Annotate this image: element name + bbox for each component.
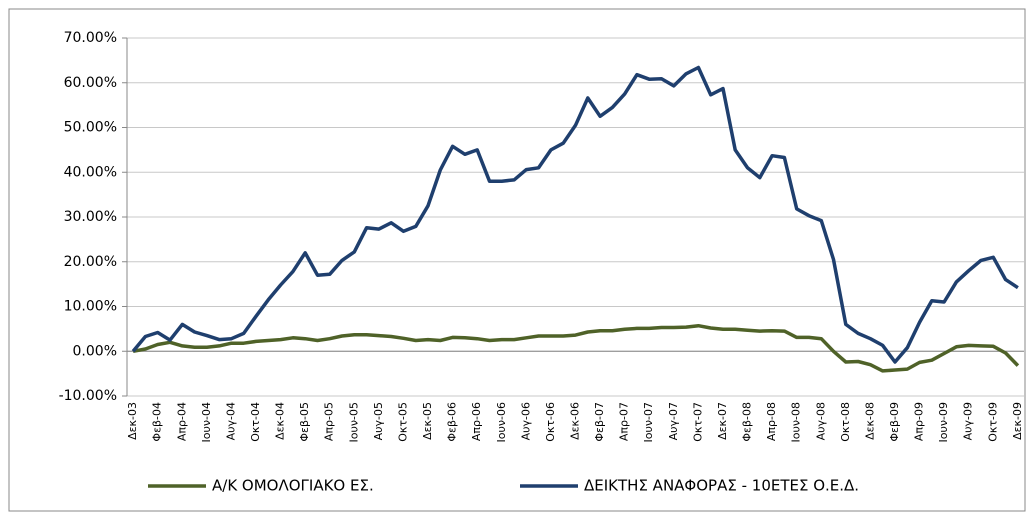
y-tick-label: 40.00%	[64, 164, 117, 180]
y-tick-label: 30.00%	[64, 209, 117, 225]
x-tick-label: Απρ-08	[765, 402, 778, 441]
x-tick-label: Ιουν-06	[495, 402, 508, 442]
series-line	[132, 323, 1020, 373]
x-tick-label: Ιουν-05	[347, 402, 360, 442]
x-tick-label: Δεκ-09	[1011, 402, 1024, 440]
x-tick-label: Οκτ-07	[691, 402, 704, 442]
x-tick-label: Οκτ-08	[839, 402, 852, 442]
x-tick-label: Απρ-04	[175, 402, 188, 441]
y-tick-label: 60.00%	[64, 75, 117, 91]
x-tick-label: Οκτ-05	[396, 402, 409, 442]
legend-label: ΔΕΙΚΤΗΣ ΑΝΑΦΟΡΑΣ - 10ΕΤΕΣ Ο.Ε.Δ.	[584, 477, 859, 495]
chart-border	[8, 8, 1026, 512]
x-tick-label: Αυγ-04	[224, 402, 237, 440]
x-tick-label: Φεβ-06	[446, 402, 459, 442]
x-tick-label: Φεβ-04	[151, 402, 164, 442]
x-tick-label: Δεκ-03	[126, 402, 139, 440]
x-tick-label: Οκτ-06	[544, 402, 557, 442]
x-tick-label: Φεβ-09	[888, 402, 901, 442]
x-tick-label: Αυγ-06	[519, 402, 532, 440]
x-tick-label: Οκτ-04	[249, 402, 262, 442]
x-tick-label: Δεκ-05	[421, 402, 434, 440]
y-tick-label: 70.00%	[64, 30, 117, 46]
x-tick-label: Αυγ-05	[372, 402, 385, 440]
x-tick-label: Αυγ-08	[814, 402, 827, 440]
x-tick-label: Οκτ-09	[986, 402, 999, 442]
x-tick-label: Δεκ-07	[716, 402, 729, 440]
x-tick-label: Ιουν-07	[642, 402, 655, 442]
x-tick-label: Φεβ-05	[298, 402, 311, 442]
x-tick-label: Δεκ-08	[863, 402, 876, 440]
y-tick-label: 50.00%	[64, 120, 117, 136]
x-tick-label: Φεβ-08	[741, 402, 754, 442]
x-tick-label: Αυγ-07	[667, 402, 680, 440]
y-tick-label: 0.00%	[73, 343, 117, 359]
x-tick-label: Δεκ-04	[274, 402, 287, 440]
x-tick-label: Απρ-06	[470, 402, 483, 441]
x-tick-label: Απρ-07	[618, 402, 631, 441]
legend-label: Α/Κ ΟΜΟΛΟΓΙΑΚΟ ΕΣ.	[212, 477, 374, 495]
x-tick-label: Φεβ-07	[593, 402, 606, 442]
x-tick-label: Απρ-09	[913, 402, 926, 441]
series-line	[131, 65, 1019, 364]
x-tick-label: Δεκ-06	[569, 402, 582, 440]
y-tick-label: -10.00%	[59, 388, 117, 404]
y-tick-label: 20.00%	[64, 254, 117, 270]
x-tick-label: Ιουν-04	[200, 402, 213, 442]
y-tick-label: 10.00%	[64, 299, 117, 315]
x-tick-label: Ιουν-09	[937, 402, 950, 442]
x-tick-label: Ιουν-08	[790, 402, 803, 442]
x-tick-label: Αυγ-09	[962, 402, 975, 440]
x-tick-label: Απρ-05	[323, 402, 336, 441]
